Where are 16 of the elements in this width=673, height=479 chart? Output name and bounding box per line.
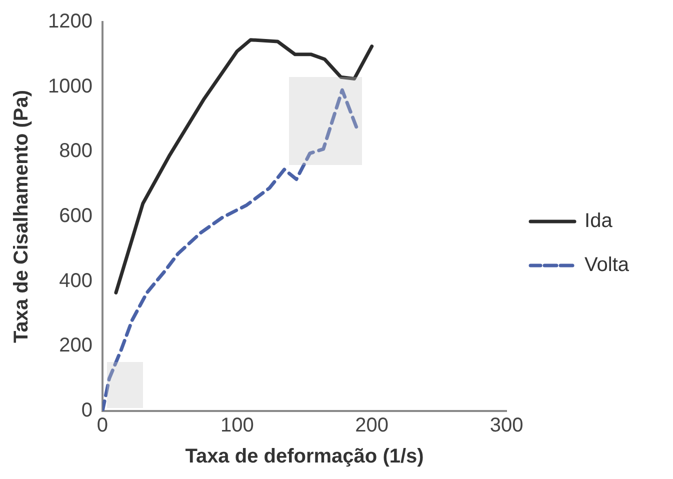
y-tick-label: 400	[59, 270, 92, 292]
x-tick-label: 0	[96, 414, 108, 437]
line-series	[102, 88, 360, 411]
y-tick-label: 800	[59, 140, 92, 162]
x-axis-title: Taxa de deformação (1/s)	[185, 446, 424, 468]
y-tick-label: 1000	[48, 75, 92, 98]
y-tick-label: 200	[59, 334, 92, 357]
x-tick-label: 200	[355, 414, 389, 437]
y-tick-label: 0	[81, 400, 92, 422]
y-tick-label: 600	[59, 205, 92, 228]
legend-label: Ida	[584, 210, 614, 232]
x-tick-label: 100	[220, 414, 254, 437]
x-tick-label: 300	[490, 414, 524, 437]
y-axis-title: Taxa de Cisalhamento (Pa)	[10, 90, 33, 344]
y-tick-label: 1200	[48, 10, 92, 33]
legend-label: Volta	[584, 254, 630, 276]
